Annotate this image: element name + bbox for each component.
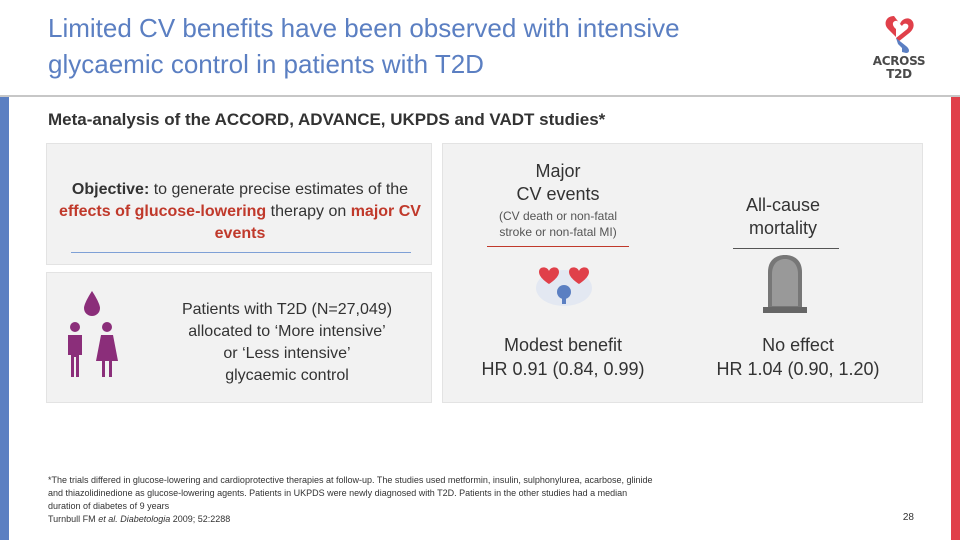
heart-brain-icon	[536, 267, 592, 306]
subtitle: Meta-analysis of the ACCORD, ADVANCE, UK…	[48, 110, 606, 129]
mortality-result-value: HR 1.04 (0.90, 1.20)	[716, 359, 880, 379]
objective-text: Objective: to generate precise estimates…	[57, 179, 423, 245]
footnote-line-1: *The trials differed in glucose-lowering…	[48, 475, 653, 485]
objective-text-1: to generate precise estimates of the	[149, 181, 409, 198]
title-line-1: Limited CV benefits have been observed w…	[48, 13, 680, 43]
reference-author: Turnbull FM	[48, 514, 99, 524]
major-cv-definition-line-1: (CV death or non-fatal	[498, 209, 618, 223]
patients-panel: Patients with T2D (N=27,049) allocated t…	[46, 272, 432, 403]
right-accent-bar	[951, 97, 960, 540]
major-cv-definition: (CV death or non-fatal stroke or non-fat…	[473, 208, 643, 240]
footnote-line-3: duration of diabetes of 9 years	[48, 501, 170, 511]
footnote: *The trials differed in glucose-lowering…	[48, 474, 868, 526]
patients-line-1: Patients with T2D (N=27,049)	[181, 301, 393, 318]
reference: Turnbull FM et al. Diabetologia 2009; 52…	[48, 513, 868, 526]
logo-line-1: ACROSS	[872, 54, 926, 68]
logo-text: ACROSS T2D	[866, 55, 932, 81]
objective-highlight-2: major CV events	[214, 203, 421, 242]
tombstone-icon	[763, 255, 807, 313]
mortality-heading: All-cause mortality	[708, 194, 858, 240]
logo-line-2: T2D	[886, 67, 912, 81]
page-number: 28	[902, 512, 914, 523]
logo-icon	[885, 16, 914, 53]
left-accent-bar	[0, 97, 9, 540]
major-cv-heading-line-1: Major	[535, 161, 581, 181]
footnote-line-2: and thiazolidinedione as glucose-lowerin…	[48, 488, 628, 498]
mortality-heading-line-2: mortality	[748, 218, 817, 238]
people-icon	[68, 291, 118, 377]
page-title: Limited CV benefits have been observed w…	[48, 10, 848, 82]
results-panel: Major CV events (CV death or non-fatal s…	[442, 143, 923, 403]
major-cv-result-value: HR 0.91 (0.84, 0.99)	[481, 359, 645, 379]
objective-text-2: therapy on	[266, 203, 351, 220]
major-cv-heading-line-2: CV events	[516, 184, 600, 204]
reference-details: 2009; 52:2288	[170, 514, 231, 524]
patients-text: Patients with T2D (N=27,049) allocated t…	[153, 299, 421, 387]
top-divider	[0, 95, 960, 97]
objective-label: Objective:	[71, 181, 150, 198]
major-cv-divider	[487, 246, 629, 247]
objective-divider	[71, 252, 411, 253]
patients-line-4: glycaemic control	[225, 367, 349, 384]
patients-line-3: or ‘Less intensive’	[223, 345, 351, 362]
major-cv-result-label: Modest benefit	[503, 335, 623, 355]
objective-highlight-1: effects of glucose-lowering	[59, 203, 267, 220]
mortality-divider	[733, 248, 839, 249]
objective-panel: Objective: to generate precise estimates…	[46, 143, 432, 265]
major-cv-definition-line-2: stroke or non-fatal MI)	[499, 225, 617, 239]
mortality-result-label: No effect	[762, 335, 834, 355]
mortality-heading-line-1: All-cause	[745, 195, 821, 215]
patients-line-2: allocated to ‘More intensive’	[188, 323, 386, 340]
title-line-2: glycaemic control in patients with T2D	[48, 49, 484, 79]
blood-drop-icon	[84, 291, 100, 316]
major-cv-heading: Major CV events	[473, 160, 643, 206]
reference-journal: et al. Diabetologia	[98, 514, 171, 524]
